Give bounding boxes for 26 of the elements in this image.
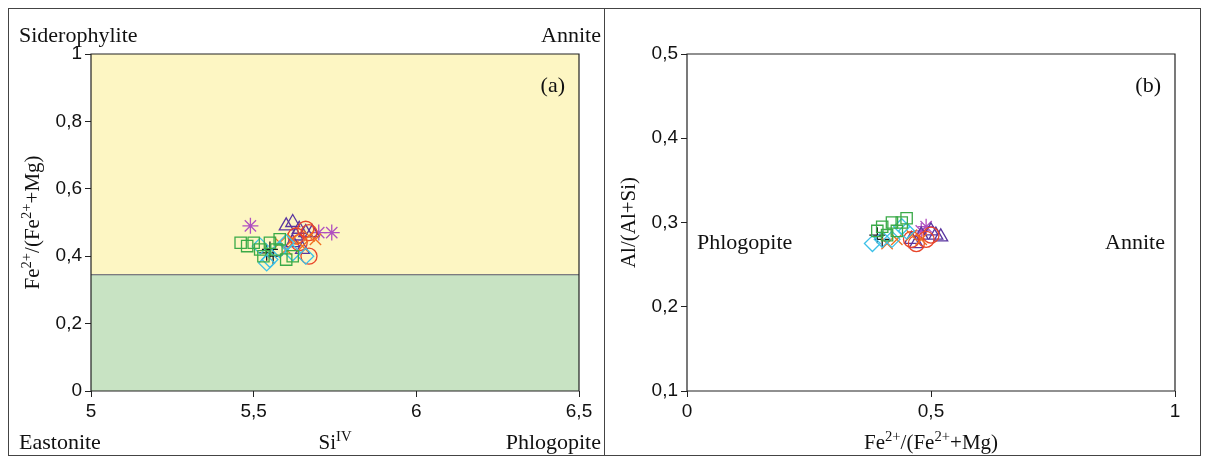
annotation: (a) — [540, 72, 565, 97]
annotation: Phlogopite — [697, 229, 793, 255]
y-tick-label: 0,5 — [651, 42, 678, 64]
y-tick-label: 0,1 — [651, 379, 678, 401]
y-tick-label: 0,6 — [55, 177, 82, 199]
x-tick-label: 5,5 — [240, 399, 267, 421]
x-tick-label: 0,5 — [917, 399, 945, 421]
x-tick-label: 6,5 — [565, 399, 593, 421]
y-tick-label: 0 — [71, 379, 82, 401]
y-tick-label: 0,4 — [651, 126, 679, 148]
x-tick-label: 5 — [85, 399, 97, 421]
y-axis-title: Al/(Al+Si) — [616, 176, 640, 269]
x-tick-label: 6 — [411, 399, 422, 421]
x-tick-label: 0 — [681, 399, 693, 421]
y-tick-label: 0,4 — [55, 244, 83, 266]
y-tick-label: 0,2 — [651, 294, 678, 316]
text: Annite — [541, 22, 602, 47]
y-axis-title: Fe2+/(Fe2++Mg) — [17, 155, 44, 290]
y-tick-label: 0,2 — [55, 311, 82, 333]
annotation: (b) — [1135, 72, 1161, 97]
text: Eastonite — [19, 429, 101, 454]
y-tick-label: 0,8 — [55, 109, 82, 131]
annotation: Annite — [1105, 229, 1166, 255]
text: Phlogopite — [505, 429, 602, 454]
y-tick-label: 0,3 — [651, 210, 678, 232]
x-tick-label: 1 — [1169, 399, 1181, 421]
